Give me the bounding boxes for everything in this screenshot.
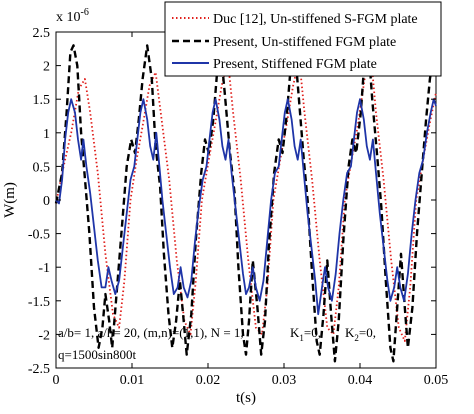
x-ticks: 0 0.01 0.02 0.03 0.04 0.05 bbox=[53, 32, 449, 388]
y-exponent-label: x 10-6 bbox=[56, 7, 89, 25]
y-tick-label: 1 bbox=[43, 127, 50, 142]
annotation: a/b= 1, a/h= 20, (m,n)=(1,1), N = 1, K1=… bbox=[58, 325, 376, 362]
plot-area bbox=[55, 31, 437, 369]
y-tick-label: -2.5 bbox=[28, 362, 50, 377]
y-tick-label: -2 bbox=[38, 328, 50, 343]
x-axis-label: t(s) bbox=[236, 390, 256, 406]
y-tick-label: 1.5 bbox=[33, 93, 51, 108]
annotation-k2: K2=0, bbox=[345, 325, 376, 343]
y-tick-label: 0 bbox=[43, 194, 50, 209]
y-tick-label: -0.5 bbox=[28, 228, 50, 243]
x-tick-label: 0.02 bbox=[196, 373, 221, 388]
y-exponent-power: -6 bbox=[81, 7, 89, 18]
legend-label-stiffened: Present, Stiffened FGM plate bbox=[213, 57, 377, 72]
x-tick-label: 0.04 bbox=[348, 373, 373, 388]
y-tick-label: -1 bbox=[38, 261, 50, 276]
legend-box bbox=[164, 1, 442, 77]
y-tick-label: 2 bbox=[43, 60, 50, 75]
annotation-k1: K1=0, bbox=[290, 325, 321, 343]
y-tick-label: 0.5 bbox=[33, 160, 51, 175]
legend-label-duc: Duc [12], Un-stiffened S-FGM plate bbox=[213, 12, 418, 27]
annotation-line1: a/b= 1, a/h= 20, (m,n)=(1,1), N = 1, bbox=[58, 325, 244, 340]
y-ticks: -2.5 -2 -1.5 -1 -0.5 0 0.5 1 1.5 2 2.5 bbox=[28, 26, 436, 377]
legend-label-unstiffened: Present, Un-stiffened FGM plate bbox=[213, 35, 396, 50]
x-tick-label: 0.05 bbox=[424, 373, 449, 388]
legend: Duc [12], Un-stiffened S-FGM plate Prese… bbox=[164, 1, 442, 77]
annotation-line2: q=1500sin800t bbox=[58, 347, 137, 362]
y-axis-label: W(m) bbox=[2, 182, 18, 218]
series-line-2 bbox=[55, 98, 437, 316]
x-tick-label: 0.03 bbox=[272, 373, 297, 388]
x-tick-label: 0.01 bbox=[120, 373, 145, 388]
y-tick-label: 2.5 bbox=[33, 26, 51, 41]
series-line-1 bbox=[54, 44, 438, 363]
x-tick-label: 0 bbox=[53, 373, 60, 388]
y-tick-label: -1.5 bbox=[28, 295, 50, 310]
